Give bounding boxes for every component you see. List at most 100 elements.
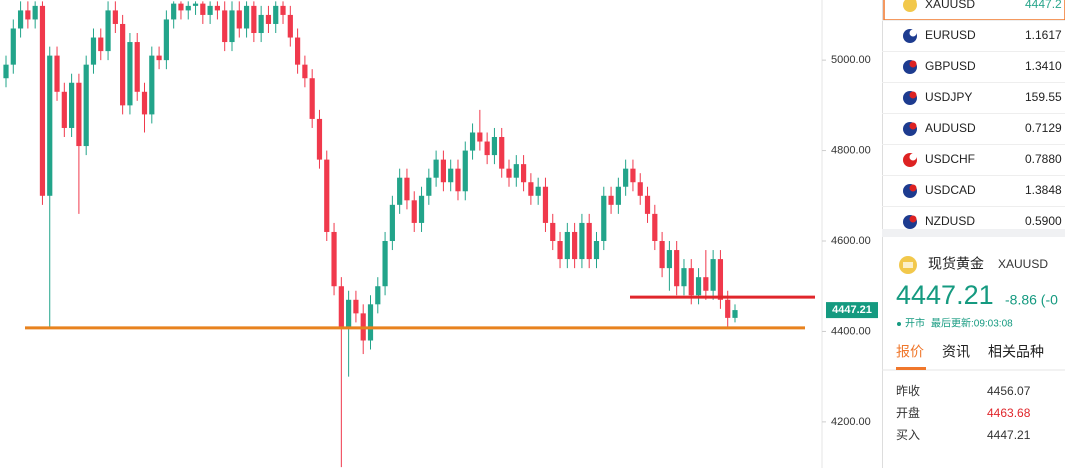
symbol: GBPUSD <box>925 59 976 73</box>
watch-row[interactable]: AUDUSD 0.7129 <box>882 113 1065 137</box>
symbol: AUDUSD <box>925 121 976 135</box>
quote-symbol: XAUUSD <box>998 257 1048 271</box>
row-label: 昨收 <box>896 384 920 398</box>
status-dot <box>897 322 901 326</box>
candle-body <box>433 159 439 178</box>
candle-body <box>222 10 228 43</box>
candle-body <box>178 3 184 11</box>
candle-body <box>644 195 651 214</box>
candle-body <box>484 141 490 156</box>
candle-body <box>666 250 672 269</box>
candle-body <box>404 177 410 201</box>
candle-body <box>338 286 344 327</box>
watch-row[interactable]: GBPUSD 1.3410 <box>882 51 1065 75</box>
candle-body <box>273 5 279 24</box>
candle-body <box>69 82 75 128</box>
candle-body <box>557 241 563 260</box>
y-tick-label: 5000.00 <box>831 54 871 66</box>
candle-body <box>732 310 738 318</box>
candle-body <box>331 231 337 287</box>
candle-body <box>440 159 446 183</box>
gold-icon-bar <box>903 262 913 268</box>
watch-row[interactable]: NZDUSD 0.5900 <box>882 206 1065 230</box>
candle-body <box>382 241 388 287</box>
watch-row[interactable]: USDCAD 1.3848 <box>882 175 1065 199</box>
candle-body <box>623 168 629 187</box>
flag-icon-mark <box>909 153 917 161</box>
y-tick-label: 4800.00 <box>831 144 871 156</box>
candle-body <box>32 5 38 20</box>
candle-body <box>550 222 556 242</box>
candle-body <box>54 55 60 92</box>
candle-body <box>105 10 111 52</box>
candle-body <box>309 78 315 119</box>
candle-body <box>579 222 585 260</box>
candle-body <box>3 64 9 79</box>
watchlist: XAUUSD 4447.2 EURUSD 1.1617 GBPUSD 1.3410 USDJ… <box>882 0 1065 229</box>
price: 4447.2 <box>1025 0 1062 11</box>
price: 1.3848 <box>1025 183 1062 197</box>
candle-body <box>688 268 694 296</box>
candle-body <box>448 168 454 183</box>
candle-body <box>601 195 607 242</box>
price: 0.7880 <box>1025 152 1062 166</box>
quote-name: 现货黄金 <box>928 256 984 272</box>
price: 0.7129 <box>1025 121 1062 135</box>
candle-body <box>192 3 199 6</box>
price: 1.3410 <box>1025 59 1062 73</box>
candle-body <box>287 14 293 38</box>
candle-body <box>469 132 476 151</box>
candle-body <box>243 5 250 29</box>
quote-updated: 最后更新:09:03:08 <box>931 317 1013 330</box>
candle-body <box>564 231 570 260</box>
symbol: USDCAD <box>925 183 976 197</box>
row-value: 4447.21 <box>987 428 1031 442</box>
watch-row[interactable]: USDJPY 159.55 <box>882 82 1065 106</box>
candle-body <box>25 10 31 20</box>
candle-body <box>681 268 687 287</box>
flag-icon-mark <box>909 29 917 37</box>
candle-body <box>542 186 549 223</box>
watch-row[interactable]: USDCHF 0.7880 <box>882 144 1065 168</box>
candle-body <box>411 200 417 223</box>
flag-icon-mark <box>909 215 917 223</box>
candle-body <box>695 277 702 296</box>
candle-body <box>513 164 519 178</box>
candle-body <box>47 55 53 196</box>
candle-body <box>397 177 403 205</box>
flag-icon-mark <box>909 122 917 130</box>
candle-body <box>98 37 104 52</box>
y-tick-label: 4600.00 <box>831 235 871 247</box>
candle-body <box>652 213 658 242</box>
row-value: 4463.68 <box>987 406 1031 420</box>
candle-body <box>572 231 578 260</box>
quote-change: -8.86 (-0 <box>1005 292 1058 308</box>
candle-chart: 4200.00 4400.00 4600.00 4800.00 5000.00 4447.… <box>3 1 878 468</box>
candle-body <box>10 28 16 65</box>
candle-body <box>367 304 374 341</box>
watch-row[interactable]: EURUSD 1.1617 <box>882 20 1065 44</box>
candle-body <box>637 182 643 196</box>
candle-body <box>76 82 82 147</box>
candle-body <box>703 277 709 291</box>
tab[interactable]: 资讯 <box>942 344 970 360</box>
tab-underline <box>896 367 926 370</box>
y-tick-label: 4400.00 <box>831 325 871 337</box>
price: 159.55 <box>1025 90 1062 104</box>
symbol: XAUUSD <box>925 0 975 11</box>
candle-body <box>491 137 498 156</box>
panel-gap <box>882 229 1065 237</box>
candle-body <box>477 132 483 142</box>
candle-body <box>506 168 512 178</box>
flag-icon-mark <box>909 91 917 99</box>
tab[interactable]: 相关品种 <box>988 344 1044 360</box>
candle-body <box>120 23 126 106</box>
candle-body <box>295 37 301 65</box>
candle-body <box>171 3 177 20</box>
candle-body <box>229 10 235 43</box>
tab[interactable]: 报价 <box>896 344 924 360</box>
price-axis <box>822 0 882 468</box>
candle-body <box>717 259 724 300</box>
candle-body <box>520 164 527 183</box>
